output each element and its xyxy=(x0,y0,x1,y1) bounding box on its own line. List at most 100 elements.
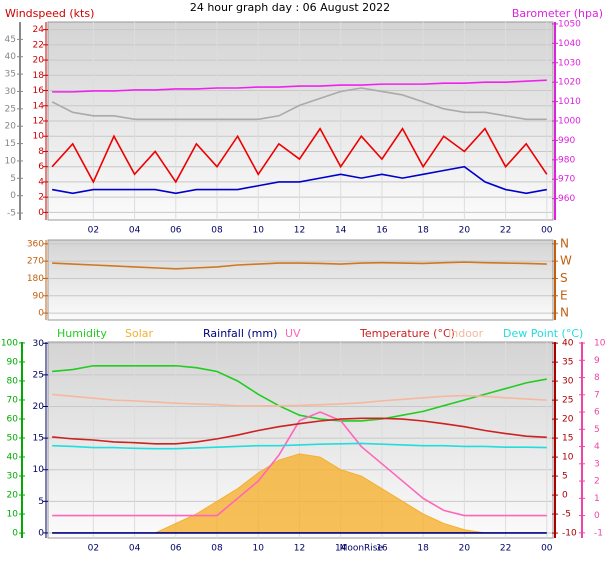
y-tick-label: 0 xyxy=(38,208,44,218)
y-tick-label: 10 xyxy=(33,465,45,475)
x-tick-label: 08 xyxy=(211,544,223,554)
y-tick-label: 360 xyxy=(27,239,44,249)
series-line xyxy=(51,127,548,184)
y-tick-label: 10 xyxy=(5,156,17,166)
y-tick-label: 70 xyxy=(7,395,19,405)
x-tick-label: 20 xyxy=(459,226,471,236)
y-tick-label: 25 xyxy=(5,104,16,114)
y-tick-label: 5 xyxy=(38,497,44,507)
y-tick-label: 14 xyxy=(33,101,45,111)
x-tick-label: 16 xyxy=(376,226,388,236)
legend-entry: Temperature (°C) xyxy=(359,327,455,340)
x-tick-label: 18 xyxy=(417,544,429,554)
y-tick-label: N xyxy=(560,236,569,250)
y-tick-label: 0 xyxy=(10,191,16,201)
y-tick-label: 1020 xyxy=(558,78,581,88)
y-tick-label: 1 xyxy=(594,494,600,504)
y-tick-label: 20 xyxy=(562,415,574,425)
y-tick-label: 10 xyxy=(7,510,19,520)
legend-entry: Rainfall (mm) xyxy=(203,327,277,340)
y-tick-label: 7 xyxy=(594,390,600,400)
y-tick-label: 16 xyxy=(33,86,45,96)
y-tick-label: 30 xyxy=(33,339,45,349)
y-tick-label: 10 xyxy=(562,453,574,463)
y-tick-label: 40 xyxy=(5,52,17,62)
y-tick-label: 24 xyxy=(33,25,45,35)
series-line xyxy=(51,87,547,121)
y-tick-label: 8 xyxy=(38,147,44,157)
y-tick-label: 20 xyxy=(5,122,17,132)
y-tick-label: 25 xyxy=(562,396,573,406)
y-tick-label: 40 xyxy=(562,339,574,349)
x-tick-label: 14 xyxy=(335,544,347,554)
y-tick-label: 2 xyxy=(594,477,600,487)
y-tick-label: 5 xyxy=(10,174,16,184)
y-tick-label: 90 xyxy=(7,357,19,367)
y-tick-label: 960 xyxy=(558,194,575,204)
y-tick-label: 20 xyxy=(33,56,45,66)
y-tick-label: 0 xyxy=(38,528,44,538)
y-tick-label: N xyxy=(560,306,569,320)
y-tick-label: 990 xyxy=(558,136,575,146)
y-tick-label: 4 xyxy=(38,177,44,187)
y-tick-label: 30 xyxy=(5,87,17,97)
x-tick-label: 02 xyxy=(88,226,99,236)
x-tick-label: 00 xyxy=(541,226,553,236)
series-line xyxy=(51,165,547,195)
legend-entry: Indoor xyxy=(448,327,484,340)
y-tick-label: 1050 xyxy=(558,19,581,29)
y-tick-label: S xyxy=(560,271,568,285)
y-tick-label: -1 xyxy=(594,528,603,538)
y-tick-label: 180 xyxy=(27,274,44,284)
y-tick-label: 270 xyxy=(27,257,44,267)
series-line xyxy=(52,442,547,450)
legend-entry: Solar xyxy=(125,327,154,340)
x-tick-label: 12 xyxy=(294,544,305,554)
y-tick-label: 18 xyxy=(33,71,45,81)
y-tick-label: 980 xyxy=(558,155,575,165)
y-tick-label: 10 xyxy=(594,339,606,349)
series-line xyxy=(52,261,547,270)
y-tick-label: 0 xyxy=(12,529,18,539)
y-tick-label: 12 xyxy=(33,117,44,127)
x-tick-label: 04 xyxy=(129,226,141,236)
x-tick-label: 10 xyxy=(253,226,265,236)
x-tick-label: 04 xyxy=(129,544,141,554)
x-tick-label: 22 xyxy=(500,544,511,554)
axis-title: Barometer (hpa) xyxy=(512,7,603,20)
y-tick-label: 970 xyxy=(558,175,575,185)
series-line xyxy=(52,417,547,445)
y-tick-label: 0 xyxy=(38,309,44,319)
y-tick-label: 1030 xyxy=(558,58,581,68)
y-tick-label: 0 xyxy=(562,491,568,501)
x-tick-label: 08 xyxy=(211,226,223,236)
y-tick-label: 4 xyxy=(594,442,600,452)
y-tick-label: 15 xyxy=(33,434,44,444)
y-tick-label: 3 xyxy=(594,459,600,469)
legend-entry: Humidity xyxy=(57,327,107,340)
y-tick-label: 20 xyxy=(33,402,45,412)
x-tick-label: 12 xyxy=(294,226,305,236)
y-tick-label: 30 xyxy=(7,472,19,482)
y-tick-label: 50 xyxy=(7,434,19,444)
y-tick-label: 90 xyxy=(33,291,45,301)
x-tick-label: 06 xyxy=(170,544,182,554)
y-tick-label: 40 xyxy=(7,453,19,463)
y-tick-label: 20 xyxy=(7,491,19,501)
legend-entry: UV xyxy=(285,327,301,340)
y-tick-label: E xyxy=(560,288,568,302)
chart-title: 24 hour graph day : 06 August 2022 xyxy=(190,1,390,14)
y-tick-label: 9 xyxy=(594,356,600,366)
y-tick-label: 15 xyxy=(5,139,16,149)
series-line xyxy=(52,411,547,517)
y-tick-label: 35 xyxy=(5,70,16,80)
y-tick-label: 100 xyxy=(1,338,18,348)
y-tick-label: -5 xyxy=(562,510,571,520)
x-tick-label: 22 xyxy=(500,226,511,236)
y-tick-label: 6 xyxy=(38,162,44,172)
y-tick-label: 1040 xyxy=(558,39,581,49)
y-tick-label: 5 xyxy=(594,425,600,435)
y-tick-label: 6 xyxy=(594,408,600,418)
